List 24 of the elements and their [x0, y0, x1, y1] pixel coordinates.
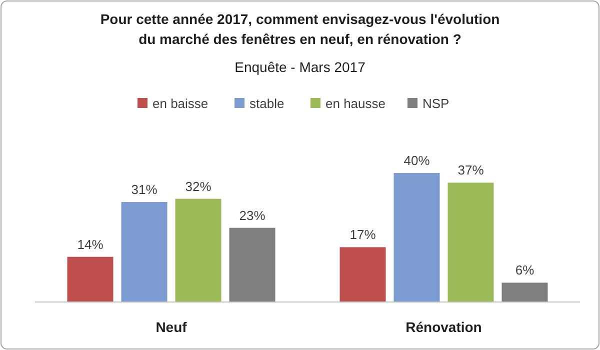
data-label: 37%: [458, 162, 484, 178]
bar: [502, 282, 548, 302]
bar: [175, 198, 222, 302]
legend-label: stable: [250, 96, 284, 111]
data-label: 32%: [185, 178, 212, 194]
bar: [340, 247, 386, 302]
data-label: 31%: [131, 182, 158, 198]
x-tick-label: Neuf: [156, 319, 188, 335]
bar: [229, 228, 276, 302]
bar: [448, 182, 494, 302]
bar: [67, 256, 114, 302]
chart-title: Pour cette année 2017, comment envisagez-vous l'évolution du marché des fenêtres en neuf, en rénovation ?: [100, 11, 500, 47]
legend-label: en hausse: [326, 96, 386, 111]
data-label: 40%: [404, 153, 430, 168]
data-label: 14%: [77, 236, 104, 252]
data-label: 17%: [350, 227, 376, 242]
bar: [121, 202, 168, 302]
chart-subtitle: Enquête - Mars 2017: [234, 59, 366, 75]
bar: [394, 173, 440, 302]
data-label: 6%: [515, 262, 535, 278]
x-tick-label: Rénovation: [406, 319, 482, 335]
legend-label: NSP: [422, 96, 450, 111]
legend-label: en baisse: [152, 96, 208, 111]
data-label: 23%: [239, 208, 266, 223]
